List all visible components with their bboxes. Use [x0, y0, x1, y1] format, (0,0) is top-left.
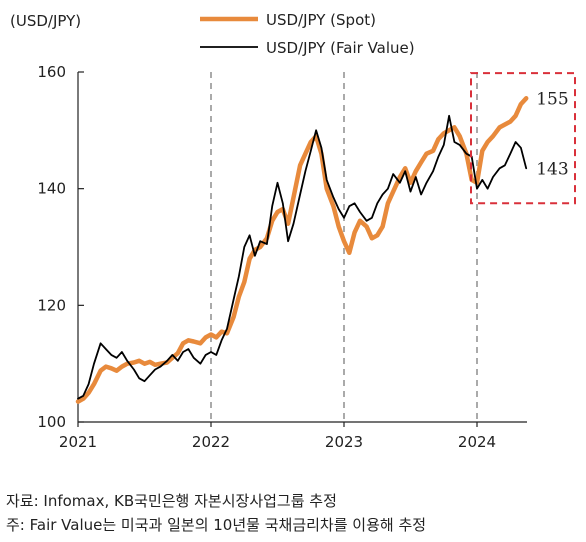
series-layer: [75, 96, 529, 404]
x-tick-label: 2022: [192, 433, 230, 451]
highlight-box: [470, 72, 576, 205]
x-tick-label: 2021: [59, 433, 97, 451]
legend-label-2: USD/JPY (Fair Value): [266, 39, 415, 57]
y-axis-unit-label: (USD/JPY): [10, 12, 81, 30]
end-labels: 155 143: [536, 89, 568, 179]
x-tick-label: 2024: [458, 433, 496, 451]
legend-label-1: USD/JPY (Spot): [266, 11, 376, 29]
source-note: 자료: Infomax, KB국민은행 자본시장사업그룹 추정: [6, 492, 337, 510]
y-tick-label: 100: [37, 413, 66, 431]
end-value-label: 143: [536, 159, 568, 179]
x-tick-label: 2023: [325, 433, 363, 451]
chart: USD/JPY (Spot) USD/JPY (Fair Value) (USD/…: [10, 11, 576, 451]
highlight-rect: [470, 72, 576, 205]
footnote: 주: Fair Value는 미국과 일본의 10년물 국채금리차를 이용해 추…: [6, 516, 427, 534]
series-line-2: [77, 114, 528, 400]
y-tick-label: 140: [37, 180, 66, 198]
y-tick-label: 120: [37, 296, 66, 314]
year-dividers: [210, 72, 478, 422]
end-value-label: 155: [536, 89, 568, 109]
y-tick-label: 160: [37, 63, 66, 81]
axes: 100 120 140 160 2021 2022 2023 2024: [37, 63, 527, 451]
legend: USD/JPY (Spot) USD/JPY (Fair Value): [200, 11, 415, 57]
